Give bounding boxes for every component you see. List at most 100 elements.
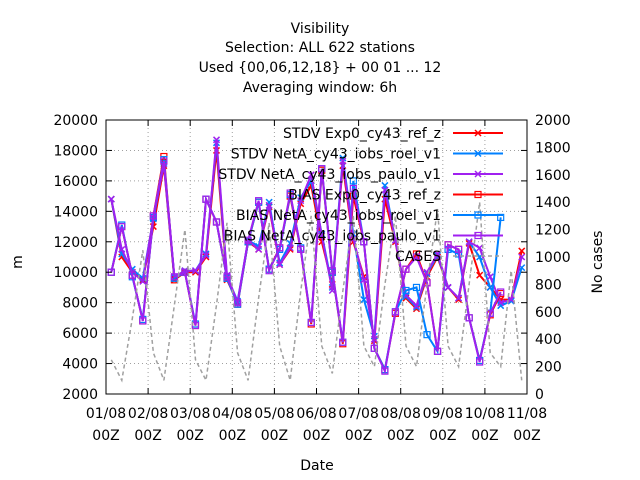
y2-tick-label: 200 [535,360,562,376]
point-stroke [286,244,294,252]
series-point-square [454,245,463,253]
x-tick-label-date: 01/08 [86,406,126,422]
legend-label: BIAS NetA_cy43_iobs_paulo_v1 [224,229,441,245]
x-tick-label-hour: 00Z [429,428,456,444]
series-point-square [244,236,252,244]
x-axis-label: Date [300,458,333,474]
series-point-x [497,299,505,307]
series-point-x [297,197,305,205]
series-point-square [139,317,147,325]
point-stroke [276,261,284,269]
legend-label: STDV Exp0_cy43_ref_z [283,126,441,142]
point-stroke [349,235,357,243]
x-tick-label-date: 02/08 [128,406,168,422]
series-point-square [486,309,494,317]
y2-tick-label: 2000 [535,113,571,129]
chart-title: Visibility [290,21,350,37]
series-point-square [433,347,442,355]
series-point-square [181,268,189,276]
point-stroke [255,245,263,253]
y2-tick-label: 0 [535,387,544,403]
point-stroke [486,273,494,281]
series-point-x [381,186,389,194]
series-point-x [465,238,473,246]
point-stroke [118,245,126,253]
legend-label: BIAS NetA_cy43_iobs_roel_v1 [236,208,441,224]
legend-marker [474,231,482,240]
point-stroke [191,267,199,275]
point-stroke [476,244,484,252]
series-point-square [128,271,136,279]
series-point-square [233,299,242,307]
series-point-x [339,157,347,165]
series-point-square [286,189,294,197]
y-tick-label: 12000 [53,235,98,251]
series-point-square [118,222,126,231]
series-point-square [160,157,168,165]
x-tick-label-date: 03/08 [170,406,210,422]
point-stroke [139,277,147,285]
point-stroke [318,232,326,240]
chart-subtitle-selection: Selection: ALL 622 stations [225,40,415,56]
series-point-square [212,218,221,226]
y-tick-label: 20000 [53,113,98,129]
point-stroke [297,197,305,205]
y2-axis-label: No cases [590,231,606,294]
series-point-square [255,197,263,205]
series-point-x [107,195,115,203]
series-point-x [360,276,368,284]
series-point-square [265,267,273,275]
series-point-x [286,244,294,252]
series-point-square [360,238,368,246]
x-tick-label-hour: 00Z [303,428,330,444]
y2-tick-label: 1400 [535,195,571,211]
series-point-square [202,195,210,203]
x-tick-label-date: 04/08 [212,406,252,422]
x-tick-label-hour: 00Z [176,428,203,444]
x-tick-label-hour: 00Z [261,428,288,444]
point-stroke [507,296,515,304]
plot-series [107,136,526,383]
series-point-x [212,136,221,144]
point-stroke [455,296,463,304]
point-stroke [191,268,199,276]
x-tick-label-date: 11/08 [507,406,547,422]
y-tick-label: 18000 [53,143,98,159]
point-stroke [381,186,389,194]
point-stroke [465,238,473,246]
point-stroke [476,271,484,279]
series-point-x [518,247,526,255]
point-stroke [339,157,347,165]
x-tick-label-hour: 00Z [92,428,119,444]
point-stroke [518,264,526,272]
point-stroke [507,297,515,305]
point-stroke [434,250,442,258]
point-stroke [497,299,505,307]
series-point-x [455,294,463,302]
series-point-square [349,184,357,193]
series-point-x [118,245,126,253]
y2-tick-label: 800 [535,277,562,293]
series-point-x [444,283,452,291]
point-stroke [402,293,410,301]
legend-marker [474,211,482,219]
series-point-square [276,244,284,252]
series-point-square [423,331,431,339]
point-stroke [412,302,421,310]
series-point-square [402,265,410,273]
series-point-x [412,302,421,310]
series-point-square [381,367,389,375]
series-point-square [328,267,336,275]
point-stroke [212,136,221,144]
series-point-x [318,232,326,240]
legend-label: STDV NetA_cy43_iobs_roel_v1 [231,147,441,163]
x-tick-label-date: 06/08 [296,406,336,422]
series-point-square [444,241,452,249]
x-tick-label-date: 07/08 [338,406,378,422]
y-axis-label: m [10,255,26,269]
point-stroke [360,296,368,304]
point-stroke [107,195,115,203]
y2-tick-label: 400 [535,332,562,348]
series-point-x [455,296,463,304]
